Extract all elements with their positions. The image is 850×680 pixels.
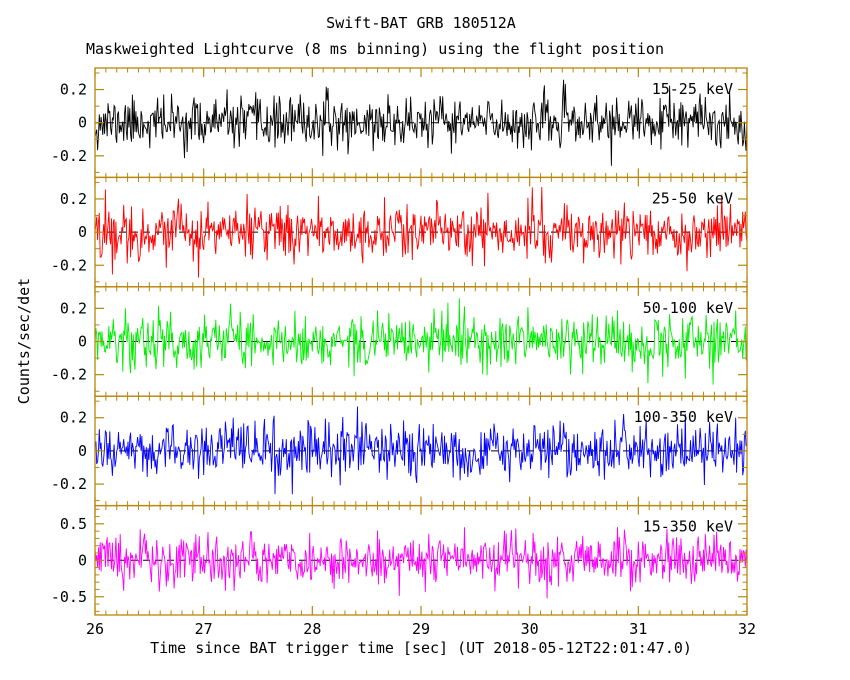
y-tick-label: -0.2 — [51, 256, 87, 274]
y-tick-label: 0 — [78, 333, 87, 351]
y-tick-label: -0.2 — [51, 366, 87, 384]
trace-100-350-kev — [94, 406, 748, 495]
trace-50-100-kev — [94, 298, 748, 385]
trace-15-350-kev — [94, 526, 748, 599]
x-axis-label: Time since BAT trigger time [sec] (UT 20… — [150, 639, 692, 657]
x-tick-label: 26 — [86, 620, 104, 638]
y-tick-label: -0.2 — [51, 475, 87, 493]
chart-title: Swift-BAT GRB 180512A — [326, 14, 516, 32]
y-tick-label: 0 — [78, 223, 87, 241]
x-tick-label: 28 — [303, 620, 321, 638]
band-label: 15-350 keV — [643, 518, 733, 536]
band-label: 25-50 keV — [652, 189, 733, 207]
y-tick-label: 0.2 — [60, 409, 87, 427]
trace-25-50-kev — [94, 186, 748, 278]
y-tick-label: 0.2 — [60, 299, 87, 317]
x-tick-label: 30 — [521, 620, 539, 638]
x-tick-label: 27 — [195, 620, 213, 638]
y-tick-label: 0 — [78, 551, 87, 569]
chart-subtitle: Maskweighted Lightcurve (8 ms binning) u… — [86, 40, 664, 58]
y-tick-label: 0.2 — [60, 81, 87, 99]
y-tick-label: 0 — [78, 442, 87, 460]
y-tick-label: -0.5 — [51, 588, 87, 606]
y-tick-label: 0.5 — [60, 515, 87, 533]
y-tick-label: 0 — [78, 114, 87, 132]
band-label: 15-25 keV — [652, 80, 733, 98]
x-tick-label: 31 — [629, 620, 647, 638]
band-label: 100-350 keV — [634, 408, 733, 426]
x-tick-label: 29 — [412, 620, 430, 638]
y-tick-label: -0.2 — [51, 147, 87, 165]
y-tick-label: 0.2 — [60, 190, 87, 208]
band-label: 50-100 keV — [643, 299, 733, 317]
x-tick-label: 32 — [738, 620, 756, 638]
trace-15-25-kev — [94, 79, 748, 166]
